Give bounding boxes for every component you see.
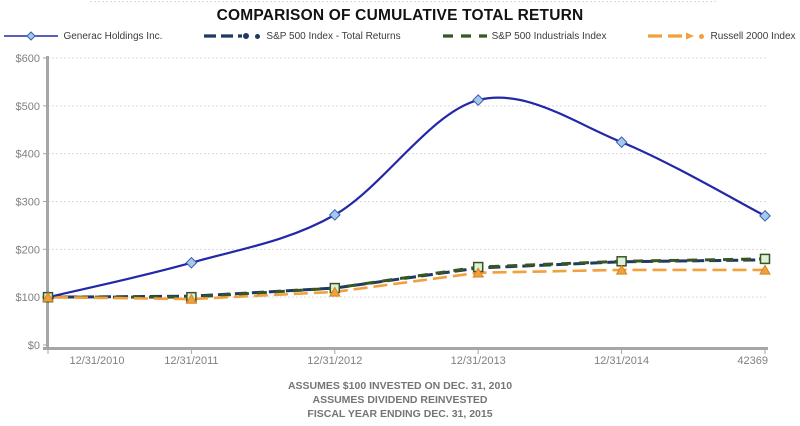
y-axis-label: $300 bbox=[16, 197, 40, 209]
chart-legend: Generac Holdings Inc. S&P 500 Index - To… bbox=[0, 30, 800, 42]
marker-diamond bbox=[615, 136, 628, 149]
marker-triangle bbox=[185, 293, 198, 304]
legend-key-dashes-icon bbox=[442, 34, 487, 38]
footnote-line: ASSUMES $100 INVESTED ON DEC. 31, 2010 bbox=[287, 380, 513, 392]
legend-item-sp500-industrials: S&P 500 Industrials Index bbox=[442, 30, 607, 42]
marker-diamond bbox=[328, 208, 341, 221]
y-axis-label: $400 bbox=[16, 149, 40, 161]
legend-key-dash-circle-icon bbox=[204, 33, 250, 39]
legend-label: Generac Holdings Inc. bbox=[63, 30, 163, 42]
footnote-line: FISCAL YEAR ENDING DEC. 31, 2015 bbox=[307, 408, 493, 420]
series-line-3 bbox=[47, 268, 765, 301]
marker-triangle bbox=[472, 267, 485, 278]
marker-square bbox=[759, 253, 771, 265]
legend-key-line-diamond-icon bbox=[4, 31, 59, 41]
legend-bullet-icon bbox=[699, 33, 705, 39]
legend-label: S&P 500 Industrials Index bbox=[491, 30, 607, 42]
y-axis-label: $600 bbox=[16, 53, 40, 65]
legend-label: Russell 2000 Index bbox=[710, 30, 796, 42]
marker-triangle bbox=[42, 291, 54, 302]
y-axis-label: $100 bbox=[16, 292, 40, 304]
x-axis-label: 12/31/2012 bbox=[307, 355, 362, 367]
marker-triangle bbox=[759, 264, 771, 275]
marker-triangle bbox=[328, 286, 341, 297]
y-axis-label: $0 bbox=[28, 340, 40, 352]
legend-key-dash-arrow-icon bbox=[648, 32, 695, 40]
y-axis-label: $500 bbox=[16, 101, 40, 113]
legend-label: S&P 500 Index - Total Returns bbox=[266, 30, 401, 42]
marker-diamond bbox=[472, 94, 485, 107]
x-axis-label: 42369 bbox=[737, 355, 768, 367]
legend-bullet-icon bbox=[255, 33, 261, 39]
legend-item-generac: Generac Holdings Inc. bbox=[4, 30, 162, 42]
x-axis-label: 12/31/2010 bbox=[69, 355, 124, 367]
marker-diamond bbox=[185, 256, 198, 269]
legend-item-russell-2000: Russell 2000 Index bbox=[648, 30, 796, 42]
marker-diamond bbox=[759, 209, 771, 222]
x-axis-label: 12/31/2011 bbox=[164, 355, 218, 367]
marker-triangle bbox=[615, 264, 628, 275]
y-axis-label: $200 bbox=[16, 244, 40, 256]
series-line-0 bbox=[47, 96, 766, 299]
chart-title: COMPARISON OF CUMULATIVE TOTAL RETURN bbox=[216, 7, 584, 24]
chart-footnotes: ASSUMES $100 INVESTED ON DEC. 31, 2010 A… bbox=[0, 379, 800, 421]
legend-item-sp500-total-returns: S&P 500 Index - Total Returns bbox=[204, 30, 401, 42]
x-axis-label: 12/31/2013 bbox=[451, 355, 506, 367]
footnote-line: ASSUMES DIVIDEND REINVESTED bbox=[312, 394, 488, 406]
x-axis-label: 12/31/2014 bbox=[594, 355, 649, 367]
series-line-2 bbox=[48, 257, 766, 299]
